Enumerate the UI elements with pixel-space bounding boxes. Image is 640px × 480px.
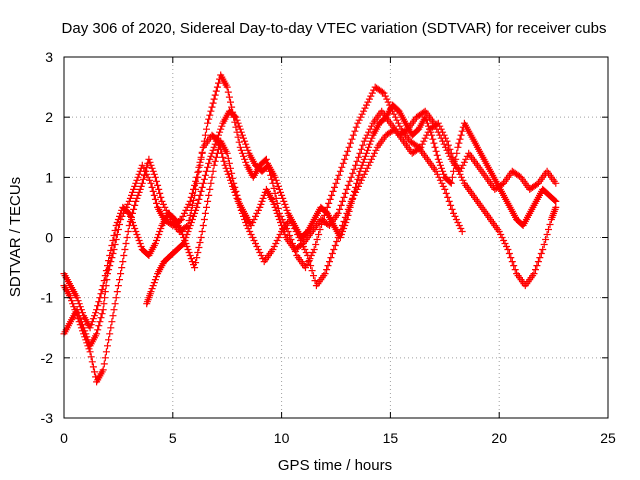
y-tick-label: 0 <box>45 230 53 246</box>
x-axis-title: GPS time / hours <box>278 457 392 474</box>
x-tick-label: 15 <box>383 430 399 446</box>
x-tick-label: 0 <box>60 430 68 446</box>
y-tick-label: 2 <box>45 109 53 125</box>
x-tick-label: 25 <box>600 430 616 446</box>
y-axis-title: SDTVAR / TECUs <box>7 177 24 297</box>
x-tick-label: 10 <box>274 430 290 446</box>
series-markers-3 <box>143 101 560 308</box>
series-track-d <box>143 101 560 308</box>
y-tick-label: -3 <box>41 410 54 426</box>
axis-ticks: 0 5 10 15 20 25 -3 -2 -1 0 1 2 3 <box>41 49 616 446</box>
x-tick-label: 5 <box>169 430 177 446</box>
y-tick-label: 1 <box>45 169 53 185</box>
x-tick-label: 20 <box>491 430 507 446</box>
y-tick-label: 3 <box>45 49 53 65</box>
y-tick-label: -1 <box>41 290 54 306</box>
y-tick-label: -2 <box>41 350 54 366</box>
chart-title: Day 306 of 2020, Sidereal Day-to-day VTE… <box>62 20 607 37</box>
data-points <box>60 71 560 386</box>
